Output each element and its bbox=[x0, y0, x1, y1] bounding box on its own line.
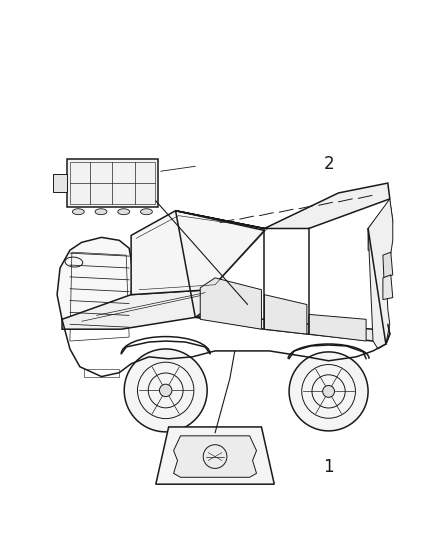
Polygon shape bbox=[67, 159, 158, 207]
Polygon shape bbox=[176, 183, 390, 229]
Polygon shape bbox=[53, 174, 67, 192]
Ellipse shape bbox=[141, 209, 152, 215]
Polygon shape bbox=[173, 436, 257, 477]
Ellipse shape bbox=[95, 209, 107, 215]
Text: 2: 2 bbox=[323, 155, 334, 173]
Circle shape bbox=[159, 384, 172, 397]
Polygon shape bbox=[309, 314, 366, 341]
Polygon shape bbox=[57, 237, 133, 329]
Polygon shape bbox=[383, 275, 393, 300]
Polygon shape bbox=[156, 427, 274, 484]
Polygon shape bbox=[200, 278, 261, 329]
Ellipse shape bbox=[72, 209, 84, 215]
Polygon shape bbox=[368, 201, 393, 252]
Polygon shape bbox=[131, 211, 265, 295]
Text: 1: 1 bbox=[323, 458, 334, 477]
Polygon shape bbox=[265, 295, 307, 334]
Polygon shape bbox=[383, 252, 393, 278]
Circle shape bbox=[289, 352, 368, 431]
Ellipse shape bbox=[118, 209, 130, 215]
Circle shape bbox=[124, 349, 207, 432]
Polygon shape bbox=[195, 314, 390, 344]
Polygon shape bbox=[368, 199, 393, 349]
Polygon shape bbox=[62, 290, 218, 329]
Circle shape bbox=[323, 385, 335, 397]
